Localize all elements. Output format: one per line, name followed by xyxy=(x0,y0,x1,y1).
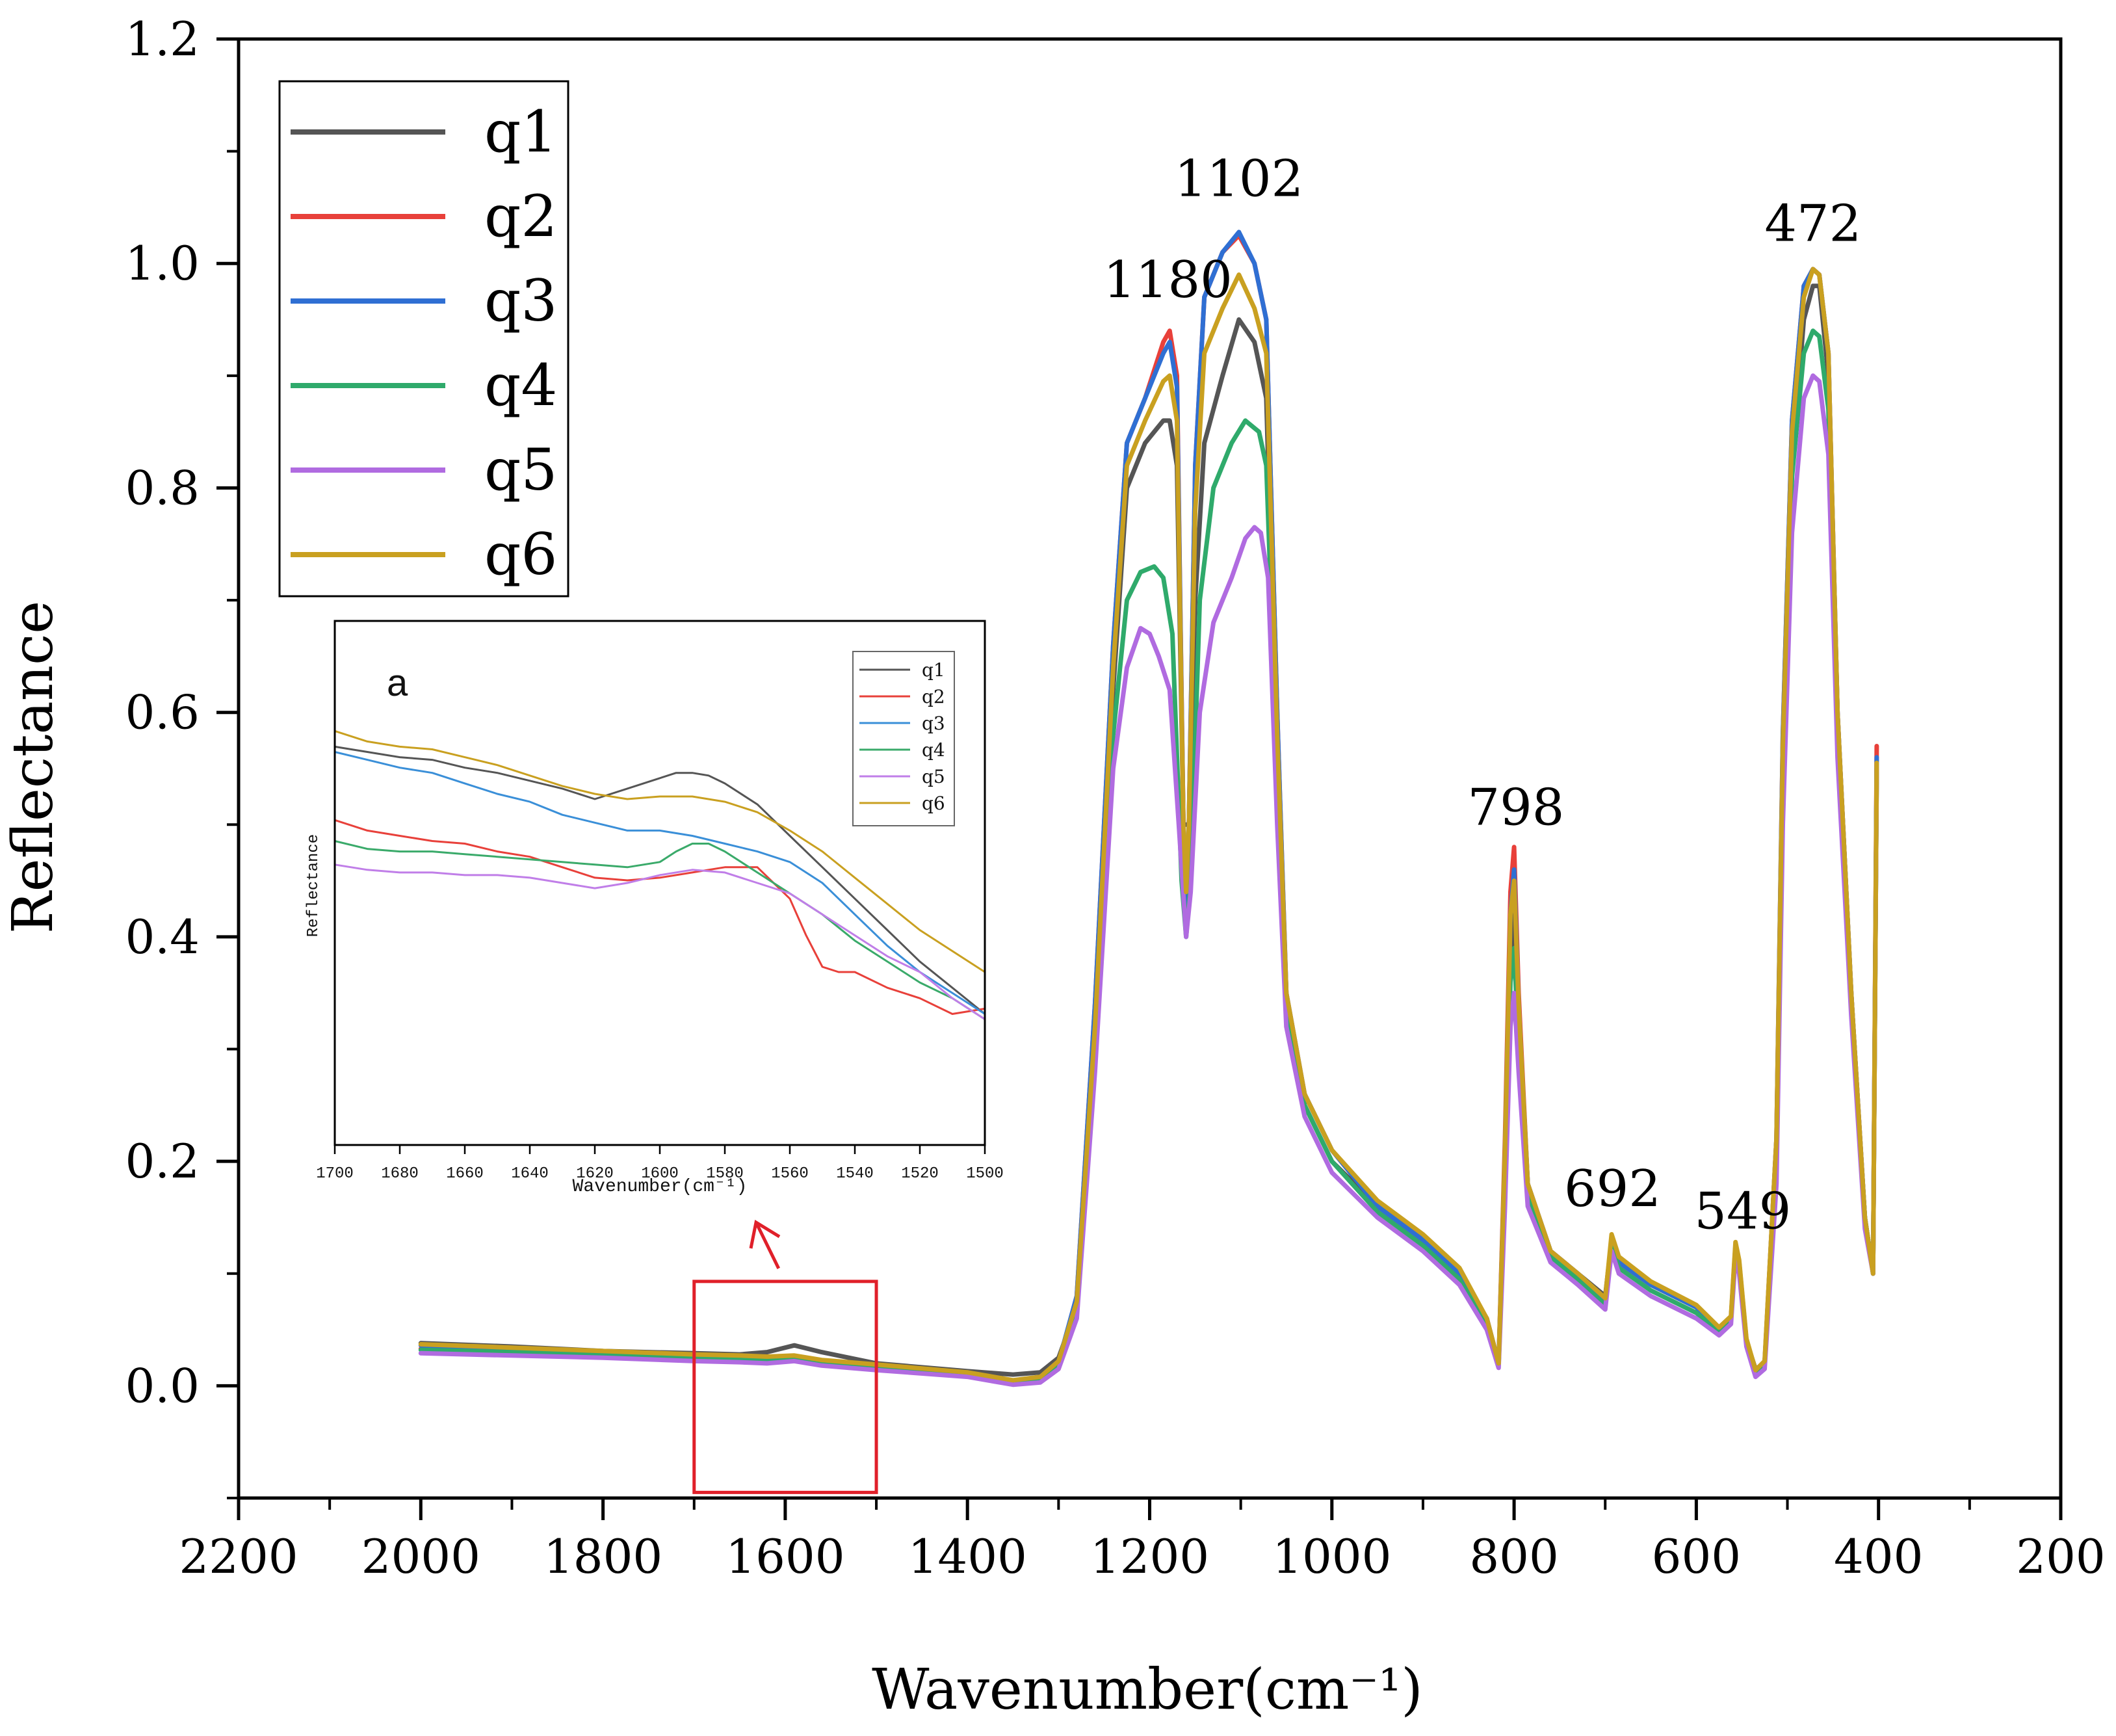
inset-legend-box xyxy=(852,651,955,826)
inset-series-line-q3 xyxy=(334,751,986,1015)
y-tick-label: 0.2 xyxy=(125,1134,200,1189)
inset-x-tick-label: 1620 xyxy=(576,1165,614,1183)
inset-legend-label-q2: q2 xyxy=(922,686,945,707)
peak-label-472: 472 xyxy=(1764,195,1861,254)
x-tick-label: 800 xyxy=(1469,1529,1558,1584)
legend-label-q3: q3 xyxy=(484,267,557,334)
x-tick-label: 2200 xyxy=(179,1529,298,1584)
x-axis-title: Wavenumber(cm⁻¹) xyxy=(872,1657,1423,1722)
inset-series-line-q6 xyxy=(334,730,986,973)
x-tick-label: 1800 xyxy=(543,1529,662,1584)
main-legend: q1 q2 q3 q4 q5 q6 xyxy=(278,80,569,598)
y-tick-label: 0.6 xyxy=(125,685,200,740)
zoom-arrow-shaft xyxy=(754,1221,780,1269)
zoom-arrow-head xyxy=(749,1220,781,1249)
inset-x-tick-label: 1540 xyxy=(836,1165,874,1183)
inset-x-tick-label: 1640 xyxy=(511,1165,549,1183)
inset-x-axis-title: Wavenumber(cm⁻¹) xyxy=(573,1177,748,1197)
peak-label-549: 549 xyxy=(1694,1183,1791,1241)
legend-label-q5: q5 xyxy=(484,436,557,503)
inset-series-line-q2 xyxy=(334,819,986,1015)
zoom-region-box xyxy=(692,1280,878,1494)
peak-label-692: 692 xyxy=(1564,1160,1661,1218)
y-tick-label: 1.2 xyxy=(125,12,200,66)
legend-label-q2: q2 xyxy=(484,183,557,250)
inset-plot: 1700 1680 1660 1640 1620 1600 1580 1560 1540 1520… xyxy=(305,620,1004,1197)
inset-legend-label-q3: q3 xyxy=(922,713,945,734)
inset-series-line-q1 xyxy=(334,745,986,1015)
inset-legend-label-q6: q6 xyxy=(922,793,945,814)
inset-legend: q1 q2 q3 q4 q5 q6 xyxy=(852,651,955,826)
inset-x-tick-label: 1560 xyxy=(771,1165,809,1183)
inset-x-tick-label: 1520 xyxy=(901,1165,939,1183)
legend-label-q6: q6 xyxy=(484,521,557,588)
inset-x-tick-label: 1680 xyxy=(381,1165,419,1183)
x-tick-label: 200 xyxy=(2016,1529,2105,1584)
peak-label-1180: 1180 xyxy=(1103,251,1233,309)
inset-x-tick-label: 1600 xyxy=(641,1165,679,1183)
x-tick-label: 1400 xyxy=(908,1529,1027,1584)
inset-panel-label: a xyxy=(387,662,408,704)
main-legend-box xyxy=(278,80,569,598)
y-tick-label: 0.0 xyxy=(125,1358,200,1413)
inset-x-tick-label: 1500 xyxy=(966,1165,1004,1183)
inset-series-line-q4 xyxy=(334,840,986,1020)
x-tick-label: 2000 xyxy=(361,1529,480,1584)
inset-legend-label-q1: q1 xyxy=(922,659,945,681)
y-tick-label: 0.8 xyxy=(125,460,200,515)
legend-label-q4: q4 xyxy=(484,352,557,419)
x-tick-label: 1600 xyxy=(725,1529,844,1584)
y-axis-title: Reflectance xyxy=(1,601,66,934)
y-tick-label: 0.4 xyxy=(125,910,200,964)
inset-legend-label-q4: q4 xyxy=(922,739,945,761)
inset-series-line-q5 xyxy=(334,863,986,1020)
y-tick-label: 1.0 xyxy=(125,236,200,291)
legend-label-q1: q1 xyxy=(484,98,557,165)
peak-label-1102: 1102 xyxy=(1175,150,1304,209)
series-line-q6 xyxy=(418,267,1879,1383)
inset-x-tick-label: 1700 xyxy=(316,1165,354,1183)
inset-legend-label-q5: q5 xyxy=(922,766,945,787)
x-tick-label: 600 xyxy=(1652,1529,1741,1584)
x-tick-label: 400 xyxy=(1834,1529,1923,1584)
x-tick-label: 1000 xyxy=(1272,1529,1391,1584)
x-tick-label: 1200 xyxy=(1090,1529,1209,1584)
inset-y-axis-title: Reflectance xyxy=(305,834,322,937)
peak-label-798: 798 xyxy=(1467,778,1564,837)
inset-x-tick-label: 1580 xyxy=(706,1165,744,1183)
inset-x-tick-label: 1660 xyxy=(446,1165,484,1183)
